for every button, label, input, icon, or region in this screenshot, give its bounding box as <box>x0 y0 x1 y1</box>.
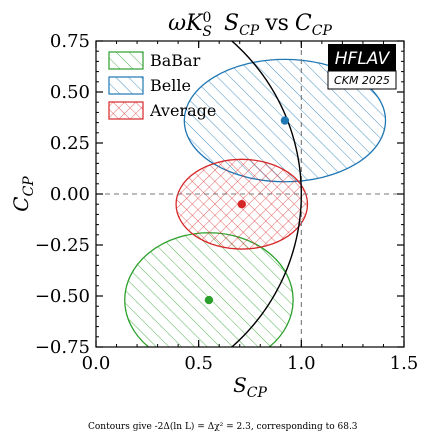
chart-title: ωK0 S SCP vs CCP <box>168 10 332 40</box>
legend-swatch-babar <box>108 51 144 70</box>
legend-label-average: Average <box>149 101 216 120</box>
y-tick-label: −0.25 <box>35 235 90 256</box>
legend-swatch-belle <box>108 76 144 95</box>
logo-sub-box <box>327 70 397 90</box>
hflav-logo: HFLAV CKM 2025 <box>327 44 397 90</box>
y-tick-label: 0.00 <box>50 184 90 205</box>
y-tick-label: 0.75 <box>50 31 90 52</box>
legend-swatch-average <box>108 101 144 120</box>
legend-item-belle: Belle <box>108 76 191 95</box>
footnote-annotation: Contours give -2Δ(ln L) = Δχ² = 2.3, cor… <box>88 421 358 432</box>
x-tick-label: 0.5 <box>184 353 213 374</box>
legend-label-babar: BaBar <box>150 51 201 70</box>
x-tick-label: 0.0 <box>82 353 111 374</box>
data-point-babar <box>204 295 214 305</box>
legend-label-belle: Belle <box>150 76 191 95</box>
plot-area <box>96 41 404 347</box>
legend: BaBar Belle Average <box>108 51 216 120</box>
data-point-belle <box>280 116 290 125</box>
y-tick-label: −0.50 <box>35 286 90 307</box>
x-tick-label: 1.0 <box>287 353 316 374</box>
logo-main-text: HFLAV <box>335 49 391 69</box>
y-tick-label: 0.50 <box>50 82 90 103</box>
data-point-average <box>237 200 246 209</box>
legend-item-average: Average <box>108 101 216 120</box>
unit-circle-boundary <box>230 41 303 347</box>
y-tick-label: −0.75 <box>35 337 90 358</box>
logo-sub-text: CKM 2025 <box>334 74 390 87</box>
y-tick-label: 0.25 <box>50 133 90 154</box>
x-tick-label: 1.5 <box>390 353 419 374</box>
logo-badge <box>328 44 396 71</box>
legend-item-babar: BaBar <box>108 51 201 70</box>
x-axis-label: SCP <box>233 373 267 401</box>
y-axis-label: CCP <box>9 176 37 212</box>
